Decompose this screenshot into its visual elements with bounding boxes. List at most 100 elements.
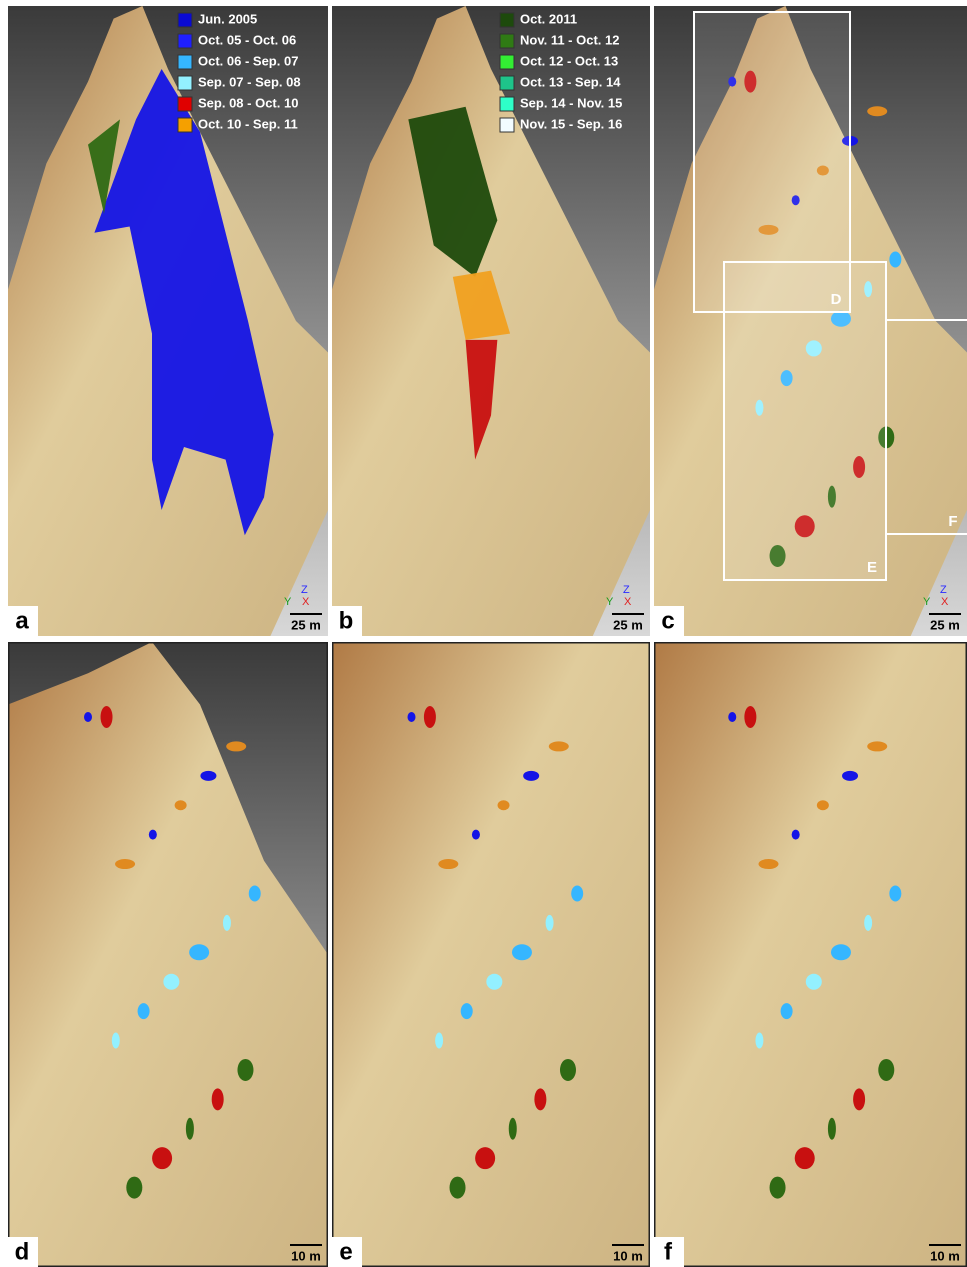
- deposit: [100, 706, 113, 728]
- panel-label-bg: [332, 1237, 362, 1267]
- deposit: [237, 1058, 254, 1081]
- panel-label-bg: [8, 1237, 38, 1267]
- deposit: [758, 224, 779, 235]
- deposit: [452, 270, 511, 340]
- deposit: [534, 1088, 547, 1111]
- rock-face: [332, 642, 650, 1267]
- panel-label-bg: [654, 606, 684, 636]
- deposit: [435, 1032, 444, 1049]
- deposit: [780, 1003, 793, 1020]
- legend-label: Nov. 15 - Sep. 16: [520, 116, 622, 131]
- deposit: [744, 70, 757, 93]
- deposit: [163, 973, 180, 990]
- deposit: [189, 944, 210, 961]
- legend-swatch: [177, 96, 193, 112]
- zoom-box: [723, 261, 887, 581]
- deposit: [889, 885, 902, 902]
- deposit: [842, 770, 859, 781]
- axis-x: X: [302, 596, 310, 608]
- panel-label: a: [15, 607, 29, 634]
- deposit: [211, 1088, 224, 1111]
- deposit: [226, 741, 247, 752]
- deposit: [853, 456, 866, 479]
- legend-label: Oct. 12 - Oct. 13: [520, 53, 618, 68]
- deposit: [174, 800, 187, 811]
- legend-label: Sep. 07 - Sep. 08: [198, 74, 301, 89]
- deposit: [830, 310, 851, 327]
- deposit: [867, 106, 888, 117]
- panel-label: c: [661, 607, 674, 634]
- deposit: [830, 944, 851, 961]
- panel: Jun. 2005 Oct. 05 - Oct. 06 Oct. 06 - Sep.…: [8, 6, 328, 636]
- deposit: [126, 1176, 143, 1199]
- scale-label: 25 m: [613, 617, 643, 632]
- panel: D E Fc 25 m ZYX: [654, 6, 967, 636]
- deposit: [94, 69, 274, 536]
- deposit: [185, 1117, 194, 1140]
- deposit: [889, 251, 902, 268]
- deposit: [152, 1147, 173, 1170]
- deposit: [864, 914, 873, 931]
- panel-label: d: [15, 1238, 30, 1265]
- panel-label: b: [339, 607, 354, 634]
- deposit: [791, 829, 800, 840]
- deposit: [548, 741, 569, 752]
- legend-label: Oct. 06 - Sep. 07: [198, 53, 298, 68]
- deposit: [755, 399, 764, 416]
- panel: f 10 m: [654, 642, 967, 1267]
- deposit: [523, 770, 540, 781]
- deposit: [88, 119, 120, 214]
- legend-swatch: [499, 12, 515, 28]
- deposit: [744, 706, 757, 728]
- deposit: [769, 544, 786, 567]
- deposit: [449, 1176, 466, 1199]
- legend-swatch: [499, 96, 515, 112]
- legend-swatch: [177, 12, 193, 28]
- scale-label: 10 m: [930, 1248, 960, 1263]
- deposit: [148, 829, 157, 840]
- deposit: [878, 1058, 895, 1081]
- legend-swatch: [177, 33, 193, 49]
- zoom-box-label: E: [867, 559, 877, 576]
- deposit: [475, 1147, 496, 1170]
- legend-label: Jun. 2005: [198, 11, 257, 26]
- deposit: [769, 1176, 786, 1199]
- deposit: [111, 1032, 120, 1049]
- axis-x: X: [624, 596, 632, 608]
- legend-label: Oct. 13 - Sep. 14: [520, 74, 621, 89]
- panel-label-bg: [654, 1237, 684, 1267]
- deposit: [222, 914, 231, 931]
- deposit: [115, 859, 136, 870]
- deposit: [508, 1117, 517, 1140]
- zoom-box-label: F: [948, 513, 957, 530]
- deposit: [816, 165, 829, 176]
- panel-label-bg: [8, 606, 38, 636]
- deposit: [867, 741, 888, 752]
- rock-face: [8, 642, 328, 1267]
- legend-label: Nov. 11 - Oct. 12: [520, 32, 619, 47]
- deposit: [827, 1117, 836, 1140]
- deposit: [248, 885, 261, 902]
- panel: Oct. 2011 Nov. 11 - Oct. 12 Oct. 12 - Oct.…: [332, 6, 650, 636]
- deposit: [497, 800, 510, 811]
- legend-label: Oct. 10 - Sep. 11: [198, 116, 298, 131]
- deposit: [407, 712, 416, 722]
- axis-z: Z: [623, 584, 630, 596]
- deposit: [438, 859, 459, 870]
- axis-y: Y: [606, 596, 614, 608]
- scale-label: 25 m: [930, 617, 960, 632]
- deposit: [460, 1003, 473, 1020]
- deposit: [780, 370, 793, 387]
- panel-label-bg: [332, 606, 362, 636]
- panel-label: e: [339, 1238, 352, 1265]
- legend-swatch: [499, 54, 515, 70]
- deposit: [816, 800, 829, 811]
- deposit: [545, 914, 554, 931]
- deposit: [758, 859, 779, 870]
- axis-z: Z: [940, 584, 947, 596]
- zoom-box: [885, 319, 967, 535]
- deposit: [471, 829, 480, 840]
- scale-label: 25 m: [291, 617, 321, 632]
- rock-face: [654, 6, 967, 636]
